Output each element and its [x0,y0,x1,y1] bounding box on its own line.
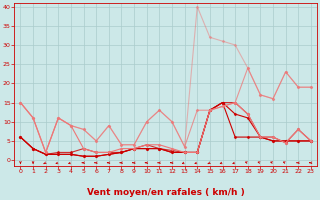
X-axis label: Vent moyen/en rafales ( km/h ): Vent moyen/en rafales ( km/h ) [87,188,244,197]
